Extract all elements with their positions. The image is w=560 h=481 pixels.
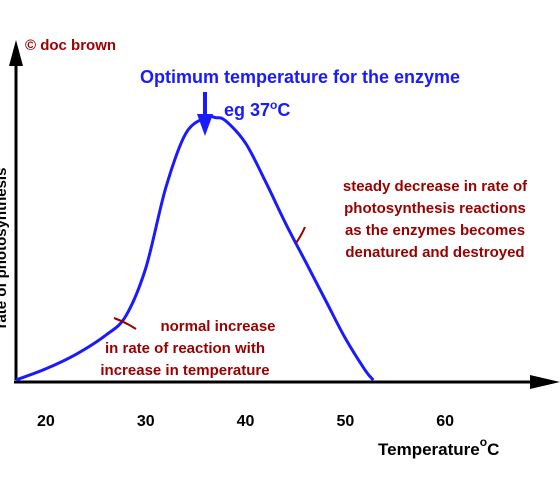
- decrease-line-4: denatured and destroyed: [345, 244, 524, 261]
- x-tick-labels: 20 30 40 50 60: [37, 413, 454, 430]
- x-tick-label: 20: [37, 413, 55, 430]
- decrease-line-2: photosynthesis reactions: [344, 200, 526, 217]
- decrease-annotation: steady decrease in rate of photosynthesi…: [295, 178, 528, 261]
- increase-annotation: normal increase in rate of reaction with…: [100, 317, 276, 379]
- decrease-pointer: [295, 226, 306, 244]
- chart-title: Optimum temperature for the enzyme: [140, 67, 460, 87]
- x-axis-arrow-icon: [530, 375, 560, 389]
- decrease-line-1: steady decrease in rate of: [343, 178, 528, 195]
- x-tick-label: 60: [436, 413, 454, 430]
- increase-line-2: in rate of reaction with: [105, 340, 265, 357]
- copyright-label: © doc brown: [25, 37, 116, 54]
- y-axis-arrow-icon: [9, 40, 23, 66]
- increase-line-1: normal increase: [160, 318, 275, 335]
- increase-pointer: [113, 317, 137, 330]
- increase-line-3: increase in temperature: [100, 362, 269, 379]
- x-axis-label: TemperatureoC: [378, 435, 499, 459]
- x-tick-label: 40: [237, 413, 255, 430]
- y-axis-label: rate of photosynthesis: [0, 168, 10, 329]
- peak-label: eg 37oC: [224, 98, 290, 120]
- decrease-line-3: as the enzymes becomes: [345, 222, 525, 239]
- rate-curve: [15, 114, 375, 382]
- x-tick-label: 30: [137, 413, 155, 430]
- x-tick-label: 50: [336, 413, 354, 430]
